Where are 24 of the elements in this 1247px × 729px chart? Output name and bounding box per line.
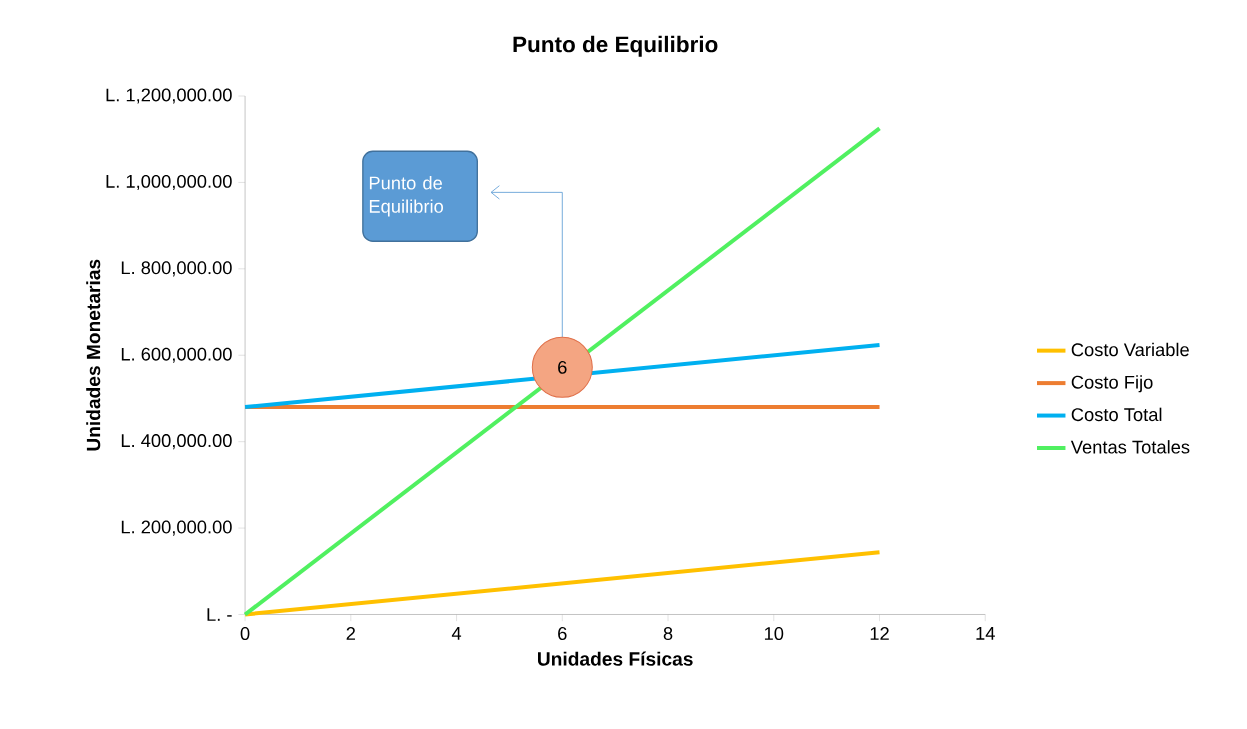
legend-label: Costo Variable [1071,342,1189,357]
y-axis-title: Unidades Monetarias [86,259,101,451]
legend-label: Costo Total [1071,407,1162,422]
x-tick-label: 0 [240,627,250,641]
y-tick-label: L. 1,200,000.00 [106,88,232,104]
x-axis-title: Unidades Físicas [538,651,693,666]
x-tick-label: 10 [764,627,784,641]
x-tick-label: 8 [663,627,673,641]
x-tick-label: 14 [976,627,995,640]
x-tick-label: 6 [558,627,567,641]
y-tick-label: L. 200,000.00 [121,520,232,536]
x-tick-label: 4 [451,627,462,640]
legend-label: Ventas Totales [1070,440,1190,454]
x-tick-label: 2 [346,627,355,641]
y-tick-label: L. 1,000,000.00 [106,175,232,191]
y-tick-label: L. 800,000.00 [121,261,232,277]
chart-title: Punto de Equilibrio [513,36,718,58]
annotation: 6 [558,361,567,375]
y-tick-label: L. 400,000.00 [121,434,232,450]
x-tick-label: 12 [870,627,889,641]
y-tick-label: L. 600,000.00 [121,347,232,364]
y-tick-label: L. - [207,608,232,622]
annotation: Punto de Equilibrio [369,176,444,217]
legend-label: Costo Fijo [1071,375,1153,393]
